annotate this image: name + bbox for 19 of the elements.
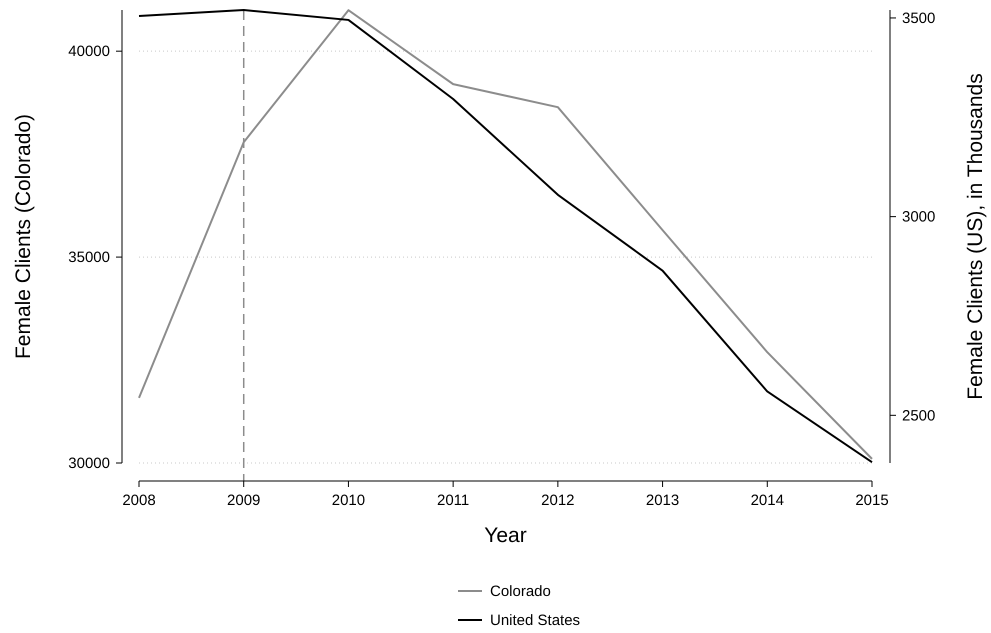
y-tick-label: 35000 [68,249,110,266]
x-tick-label: 2014 [750,492,784,509]
y2-axis-title: Female Clients (US), in Thousands [964,73,987,400]
x-tick-label: 2012 [541,492,575,509]
x-tick-label: 2009 [227,492,260,509]
y-tick-label: 30000 [68,455,110,472]
x-tick-label: 2011 [437,492,470,509]
x-tick-label: 2008 [122,492,156,509]
legend-label: United States [490,612,580,629]
y2-tick-label: 3500 [902,10,936,27]
x-tick-label: 2013 [646,492,680,509]
x-axis-title: Year [484,524,527,547]
y2-tick-label: 3000 [902,208,936,226]
legend-label: Colorado [490,583,551,600]
x-tick-label: 2010 [332,492,366,509]
y-axis-title: Female Clients (Colorado) [12,114,35,360]
y-tick-label: 40000 [68,43,110,60]
x-tick-label: 2015 [855,492,889,509]
y2-tick-label: 2500 [902,407,936,424]
